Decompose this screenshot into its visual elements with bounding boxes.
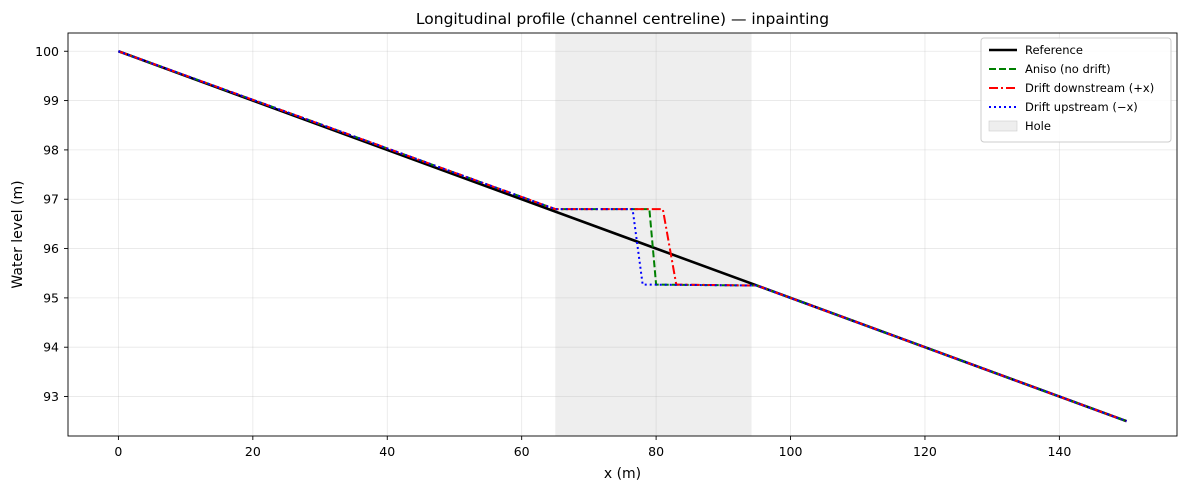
x-tick-label: 80	[648, 444, 664, 459]
legend: Reference Aniso (no drift) Drift downstrea…	[980, 37, 1172, 143]
series-line-3	[118, 50, 1127, 423]
y-tick-label: 100	[35, 44, 59, 59]
x-tick-label: 40	[379, 444, 395, 459]
x-tick-label: 100	[779, 444, 803, 459]
y-tick-label: 97	[43, 192, 59, 207]
series-group	[117, 50, 1128, 423]
y-tick-label: 94	[43, 340, 59, 355]
hole-region	[555, 33, 752, 436]
legend-swatch-hole	[988, 120, 1018, 132]
legend-label-3: Drift downstream (+x)	[1025, 81, 1154, 95]
legend-label-hole: Hole	[1025, 119, 1051, 133]
plot-frame	[67, 32, 1178, 437]
legend-box	[980, 37, 1172, 143]
y-tick-label: 98	[43, 142, 59, 157]
x-tick-label: 120	[913, 444, 937, 459]
y-axis-title: Water level (m)	[10, 180, 26, 288]
x-tick-label: 60	[514, 444, 530, 459]
legend-label-2: Aniso (no drift)	[1025, 62, 1111, 76]
chart-title: Longitudinal profile (channel centreline…	[416, 10, 829, 28]
y-tick-label: 95	[43, 290, 59, 305]
x-axis-title: x (m)	[604, 466, 641, 482]
legend-label-1: Reference	[1025, 43, 1083, 57]
x-tick-label: 140	[1047, 444, 1071, 459]
y-tick-label: 99	[43, 93, 59, 108]
y-tick-label: 96	[43, 241, 59, 256]
y-tick-label: 93	[43, 389, 59, 404]
x-tick-label: 0	[114, 444, 122, 459]
legend-label-4: Drift upstream (−x)	[1025, 100, 1138, 114]
plot-area: 0 20 40 60 80 100 120 140 93 94 95 96 97 98 99 100	[35, 32, 1178, 459]
x-tick-label: 20	[245, 444, 261, 459]
